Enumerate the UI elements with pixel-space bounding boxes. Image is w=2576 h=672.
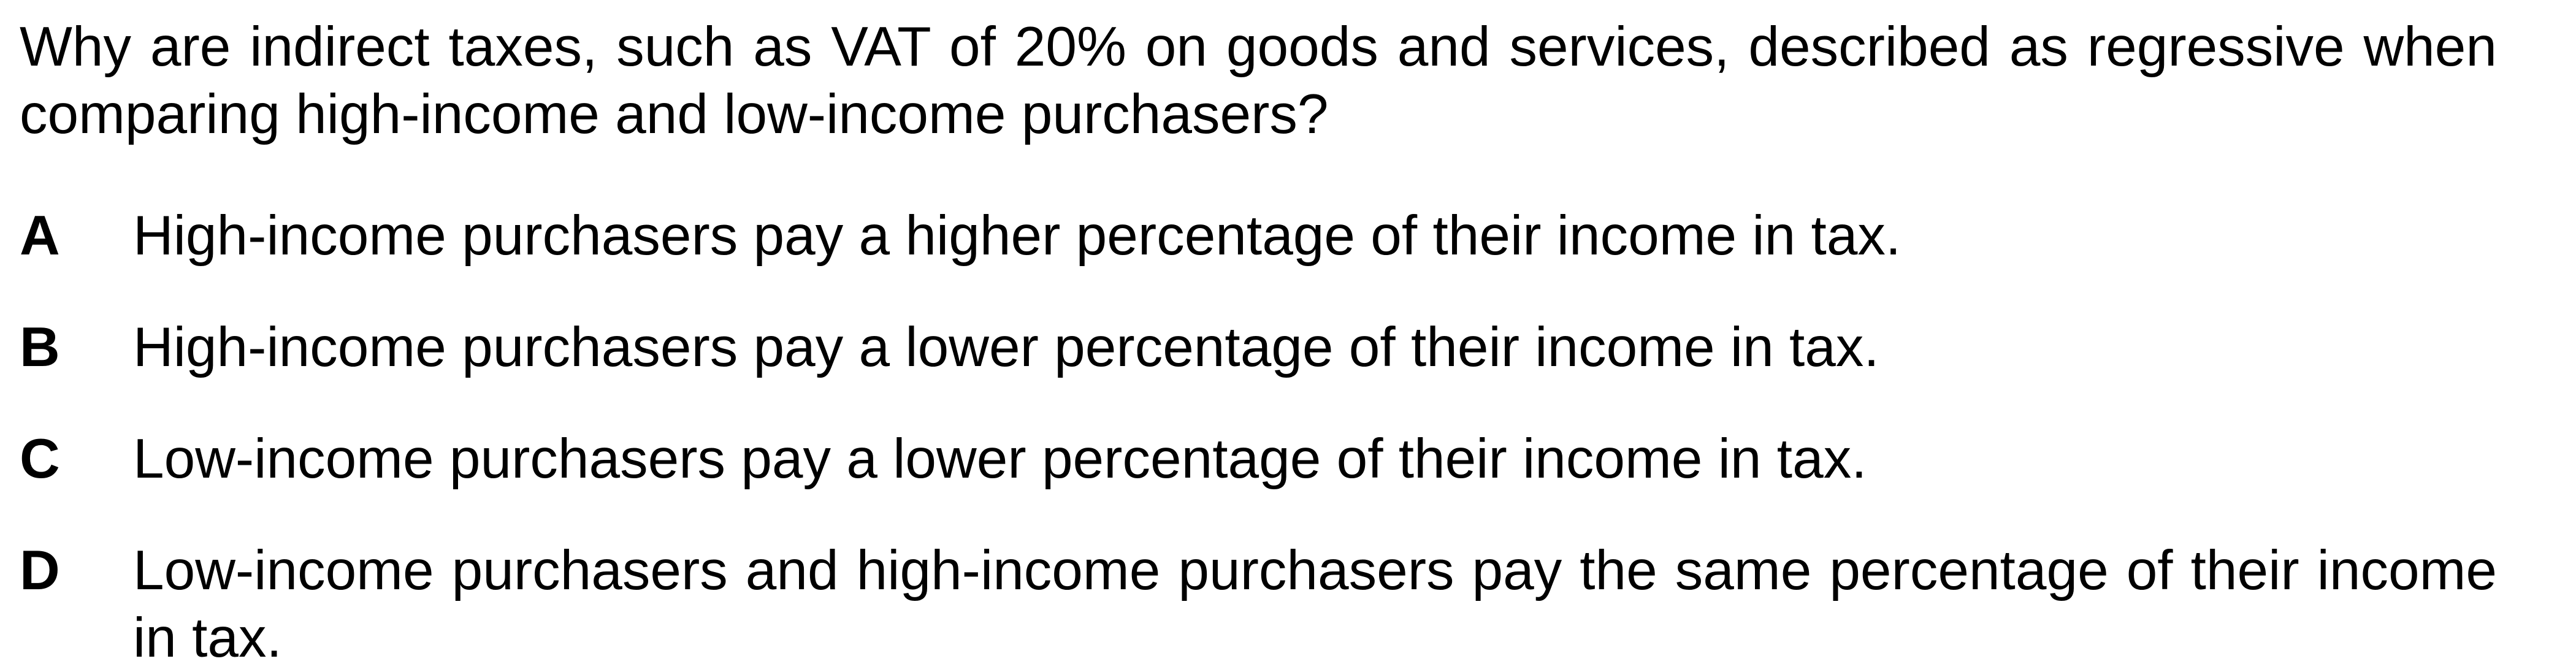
option-text: High-income purchasers pay a lower perce… xyxy=(133,316,1879,378)
option-letter: D xyxy=(20,540,60,601)
option-text: Low-income purchasers pay a lower percen… xyxy=(133,428,1867,490)
option-letter: A xyxy=(20,205,60,267)
option-letter: C xyxy=(20,428,60,490)
question-text: Why are indirect taxes, such as VAT of 2… xyxy=(20,16,2497,145)
option-text: Low-income purchasers and high-income pu… xyxy=(133,540,2497,669)
option-text: High-income purchasers pay a higher perc… xyxy=(133,205,1901,267)
option-letter: B xyxy=(20,316,60,378)
